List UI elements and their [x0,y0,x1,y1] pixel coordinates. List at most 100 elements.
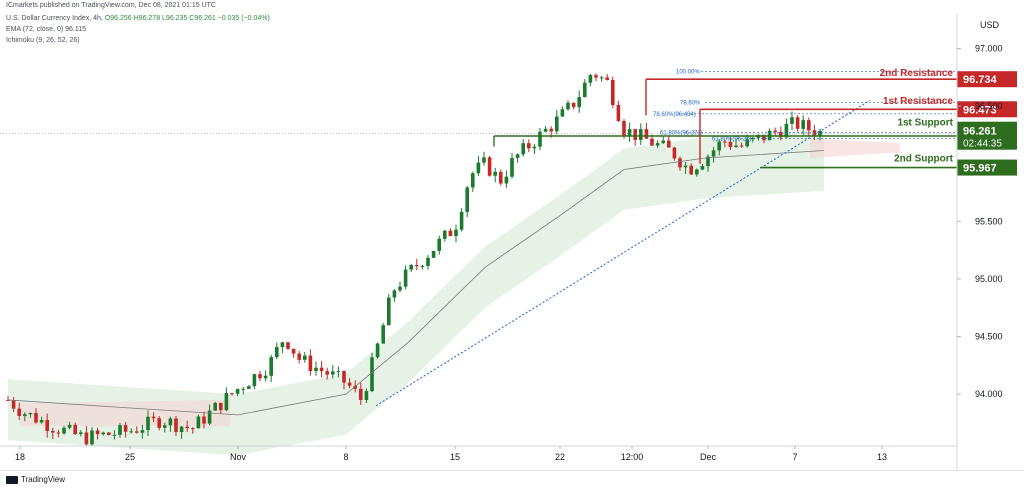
candles [6,73,822,446]
candle-down [672,147,677,159]
x-tick-label: 13 [877,452,887,462]
candle-up [471,173,475,188]
candle-down [286,342,290,349]
candle-up [241,388,245,390]
candle-down [34,412,38,423]
candle-down [342,370,346,383]
tradingview-brand: TradingView [21,475,66,484]
x-tick-label: 22 [555,452,565,462]
candle-up [639,129,643,140]
level-name: 2nd Resistance [880,68,954,79]
candle-down [678,158,682,168]
candle-up [179,426,184,432]
candle-up [532,146,537,149]
candle-down [291,348,296,354]
candle-down [415,264,419,267]
candle-down [359,388,363,400]
y-tick-label: 96.500 [975,101,1003,111]
candle-down [499,171,503,184]
candle-up [784,123,789,138]
candle-down [319,367,324,372]
level-price-label: 96.734 [963,74,998,86]
indicator-lines: 100.00% 78.60% 78.60%(96.434) 61.80%(96.272… [0,70,957,416]
candle-up [437,238,441,251]
candle-down [689,165,693,175]
x-tick-label: 18 [15,452,25,462]
candle-up [717,141,721,151]
candle-up [504,176,509,184]
candle-up [734,145,738,148]
candle-down [527,143,531,149]
countdown-label: 02:44:35 [963,139,1002,150]
candle-up [493,171,497,176]
candle-up [90,430,94,445]
candle-up [28,412,33,415]
candle-up [39,419,44,423]
x-tick-label: 12:00 [621,452,644,462]
candle-up [577,97,581,108]
support-resistance-levels: 2nd Resistance 96.734 1st Resistance 96.473… [493,68,1017,176]
candle-up [207,410,212,424]
fib-label: 61.80%(96.272) [660,130,703,136]
candle-up [336,370,341,372]
symbol-name: U.S. Dollar Currency Index, 4h, [6,15,103,22]
fib-label: 78.60%(96.434) [653,112,696,118]
candle-down [11,400,16,409]
candle-up [392,290,397,298]
candle-down [123,425,128,432]
candle-down [448,230,453,237]
candle-up [801,120,805,129]
candle-down [84,432,89,445]
candle-up [695,169,699,175]
x-tick-label: Dec [700,452,717,462]
candle-up [700,166,705,170]
candle-down [202,416,206,424]
y-tick-label: 97.000 [975,44,1003,54]
candle-down [611,79,615,106]
candle-up [364,391,369,400]
ichimoku-cloud-green [8,129,824,456]
candle-up [683,165,688,168]
candle-up [476,162,481,174]
candle-down [151,416,156,419]
candle-up [588,75,593,83]
x-tick-label: Nov [230,452,247,462]
candle-down [325,371,329,375]
candle-up [465,187,469,212]
candle-up [118,425,122,435]
candle-up [247,386,251,389]
candle-up [555,116,559,132]
candle-up [62,427,66,434]
candle-up [711,150,716,157]
candle-down [622,121,626,136]
price-chart[interactable]: 100.00% 78.60% 78.60%(96.434) 61.80%(96.272… [0,0,1024,470]
x-tick-label: 15 [450,452,460,462]
candle-up [79,432,83,434]
candle-up [235,388,240,394]
tradingview-logo-icon [6,475,18,484]
level-name: 1st Support [897,118,953,129]
candle-up [398,286,402,291]
footer-bar: TradingView [0,470,1024,491]
candle-up [140,430,145,433]
current-price-label: 96.261 [963,126,997,138]
candle-up [331,371,335,375]
level-name: 1st Resistance [883,96,953,107]
candle-up [314,367,318,372]
candle-up [510,157,514,177]
candle-up [101,432,105,435]
candle-down [728,141,733,148]
candle-up [521,143,525,155]
ichimoku-legend: Ichimoku (9, 26, 52, 26) [6,37,80,44]
candle-up [706,156,710,167]
candle-up [269,357,273,376]
x-tick-label: 7 [792,452,797,462]
candle-up [538,131,542,147]
candle-up [263,375,268,379]
candle-up [403,269,408,287]
candle-up [459,211,464,230]
candle-up [112,434,117,436]
fib-label: 78.60% [680,101,701,107]
candle-down [230,393,234,395]
fib-label: 100.00% [676,70,700,76]
